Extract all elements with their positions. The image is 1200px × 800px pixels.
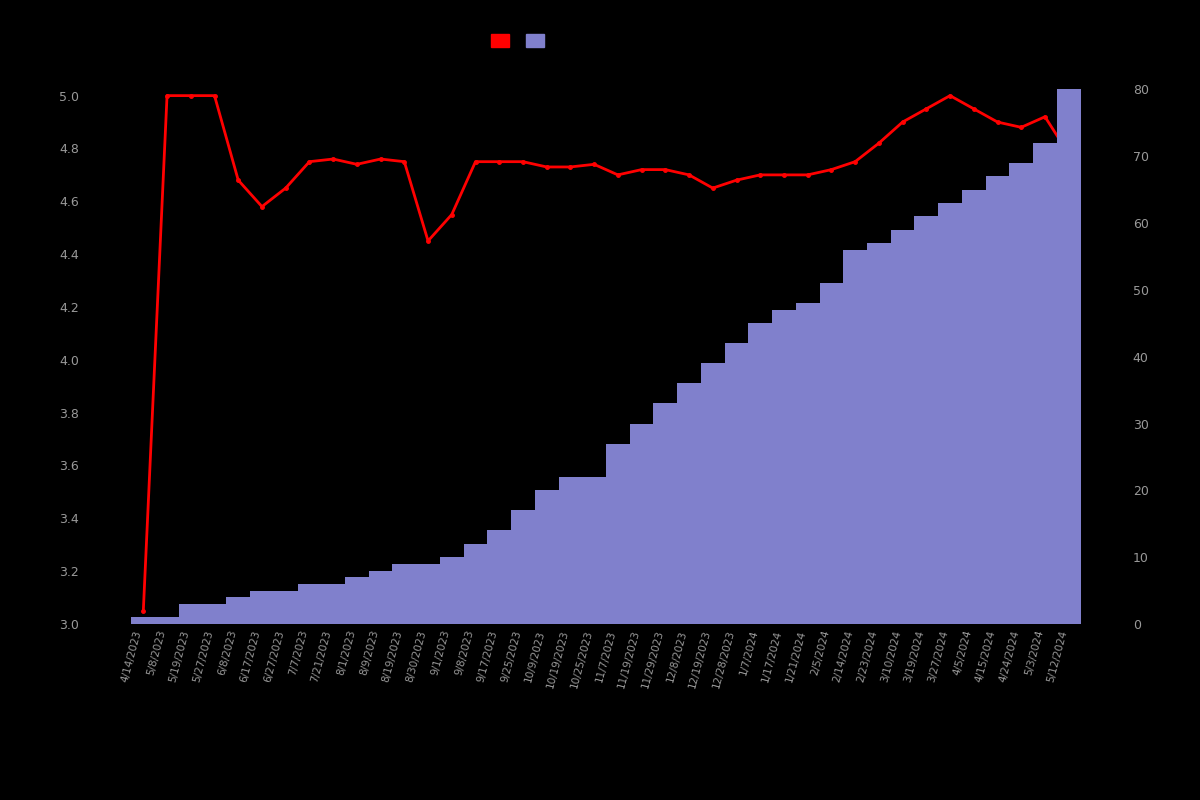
Bar <box>962 190 985 624</box>
Bar <box>914 216 938 624</box>
Bar <box>535 490 558 624</box>
Bar <box>298 584 322 624</box>
Bar <box>677 383 701 624</box>
Bar <box>227 598 250 624</box>
Bar <box>654 403 677 624</box>
Bar <box>725 343 749 624</box>
Bar <box>985 176 1009 624</box>
Bar <box>820 283 844 624</box>
Bar <box>582 477 606 624</box>
Bar <box>511 510 535 624</box>
Bar <box>630 423 654 624</box>
Bar <box>392 564 416 624</box>
Bar <box>701 363 725 624</box>
Bar <box>132 618 155 624</box>
Bar <box>606 443 630 624</box>
Bar <box>844 250 866 624</box>
Bar <box>155 618 179 624</box>
Bar <box>1009 163 1033 624</box>
Bar <box>558 477 582 624</box>
Bar <box>463 544 487 624</box>
Bar <box>322 584 346 624</box>
Bar <box>1057 90 1080 624</box>
Bar <box>274 590 298 624</box>
Bar <box>440 557 463 624</box>
Bar <box>368 570 392 624</box>
Bar <box>346 578 368 624</box>
Bar <box>749 323 772 624</box>
Bar <box>179 604 203 624</box>
Bar <box>203 604 227 624</box>
Bar <box>796 303 820 624</box>
Bar <box>866 243 890 624</box>
Bar <box>772 310 796 624</box>
Bar <box>938 203 962 624</box>
Bar <box>890 230 914 624</box>
Bar <box>487 530 511 624</box>
Bar <box>416 564 440 624</box>
Legend: , : , <box>491 34 554 47</box>
Bar <box>1033 143 1057 624</box>
Bar <box>250 590 274 624</box>
